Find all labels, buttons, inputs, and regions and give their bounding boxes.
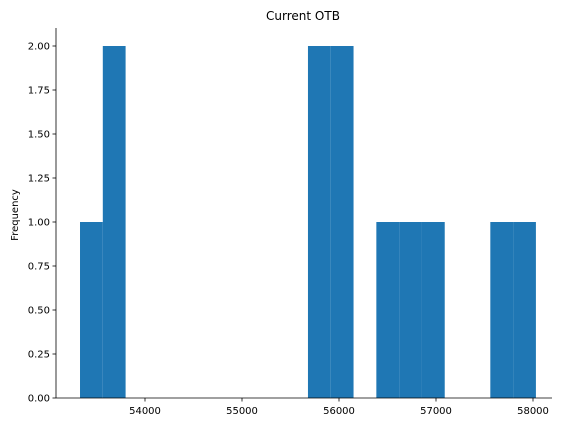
histogram-bar-0 [80,222,103,398]
y-tick-label-0: 0.00 [28,394,50,405]
histogram-bar-7 [490,222,514,398]
x-tick-label-2: 56000 [323,406,355,417]
x-tick-label-3: 57000 [420,406,452,417]
histogram-bar-4 [376,222,400,398]
x-tick-label-4: 58000 [517,406,549,417]
histogram-bar-1 [102,46,126,398]
histogram-bar-8 [513,222,536,398]
y-tick-label-2: 0.50 [28,306,50,317]
axes-layer: 0.00 0.25 0.50 0.75 1.00 1.25 1.50 1.75 2.00 5400… [28,28,552,417]
y-tick-label-3: 0.75 [28,262,50,273]
y-tick-label-8: 2.00 [28,42,50,53]
bars-layer [80,46,536,398]
histogram-bar-3 [330,46,354,398]
y-axis-title: Frequency [10,189,21,241]
y-tick-label-1: 0.25 [28,350,50,361]
histogram-bar-6 [421,222,445,398]
histogram-bar-5 [399,222,422,398]
y-tick-label-5: 1.25 [28,174,50,185]
y-tick-label-7: 1.75 [28,86,50,97]
x-tick-label-0: 54000 [129,406,161,417]
x-tick-label-1: 55000 [226,406,258,417]
histogram-bar-2 [307,46,331,398]
y-tick-label-4: 1.00 [28,218,50,229]
chart-title: Current OTB [266,9,340,23]
y-tick-label-6: 1.50 [28,130,50,141]
